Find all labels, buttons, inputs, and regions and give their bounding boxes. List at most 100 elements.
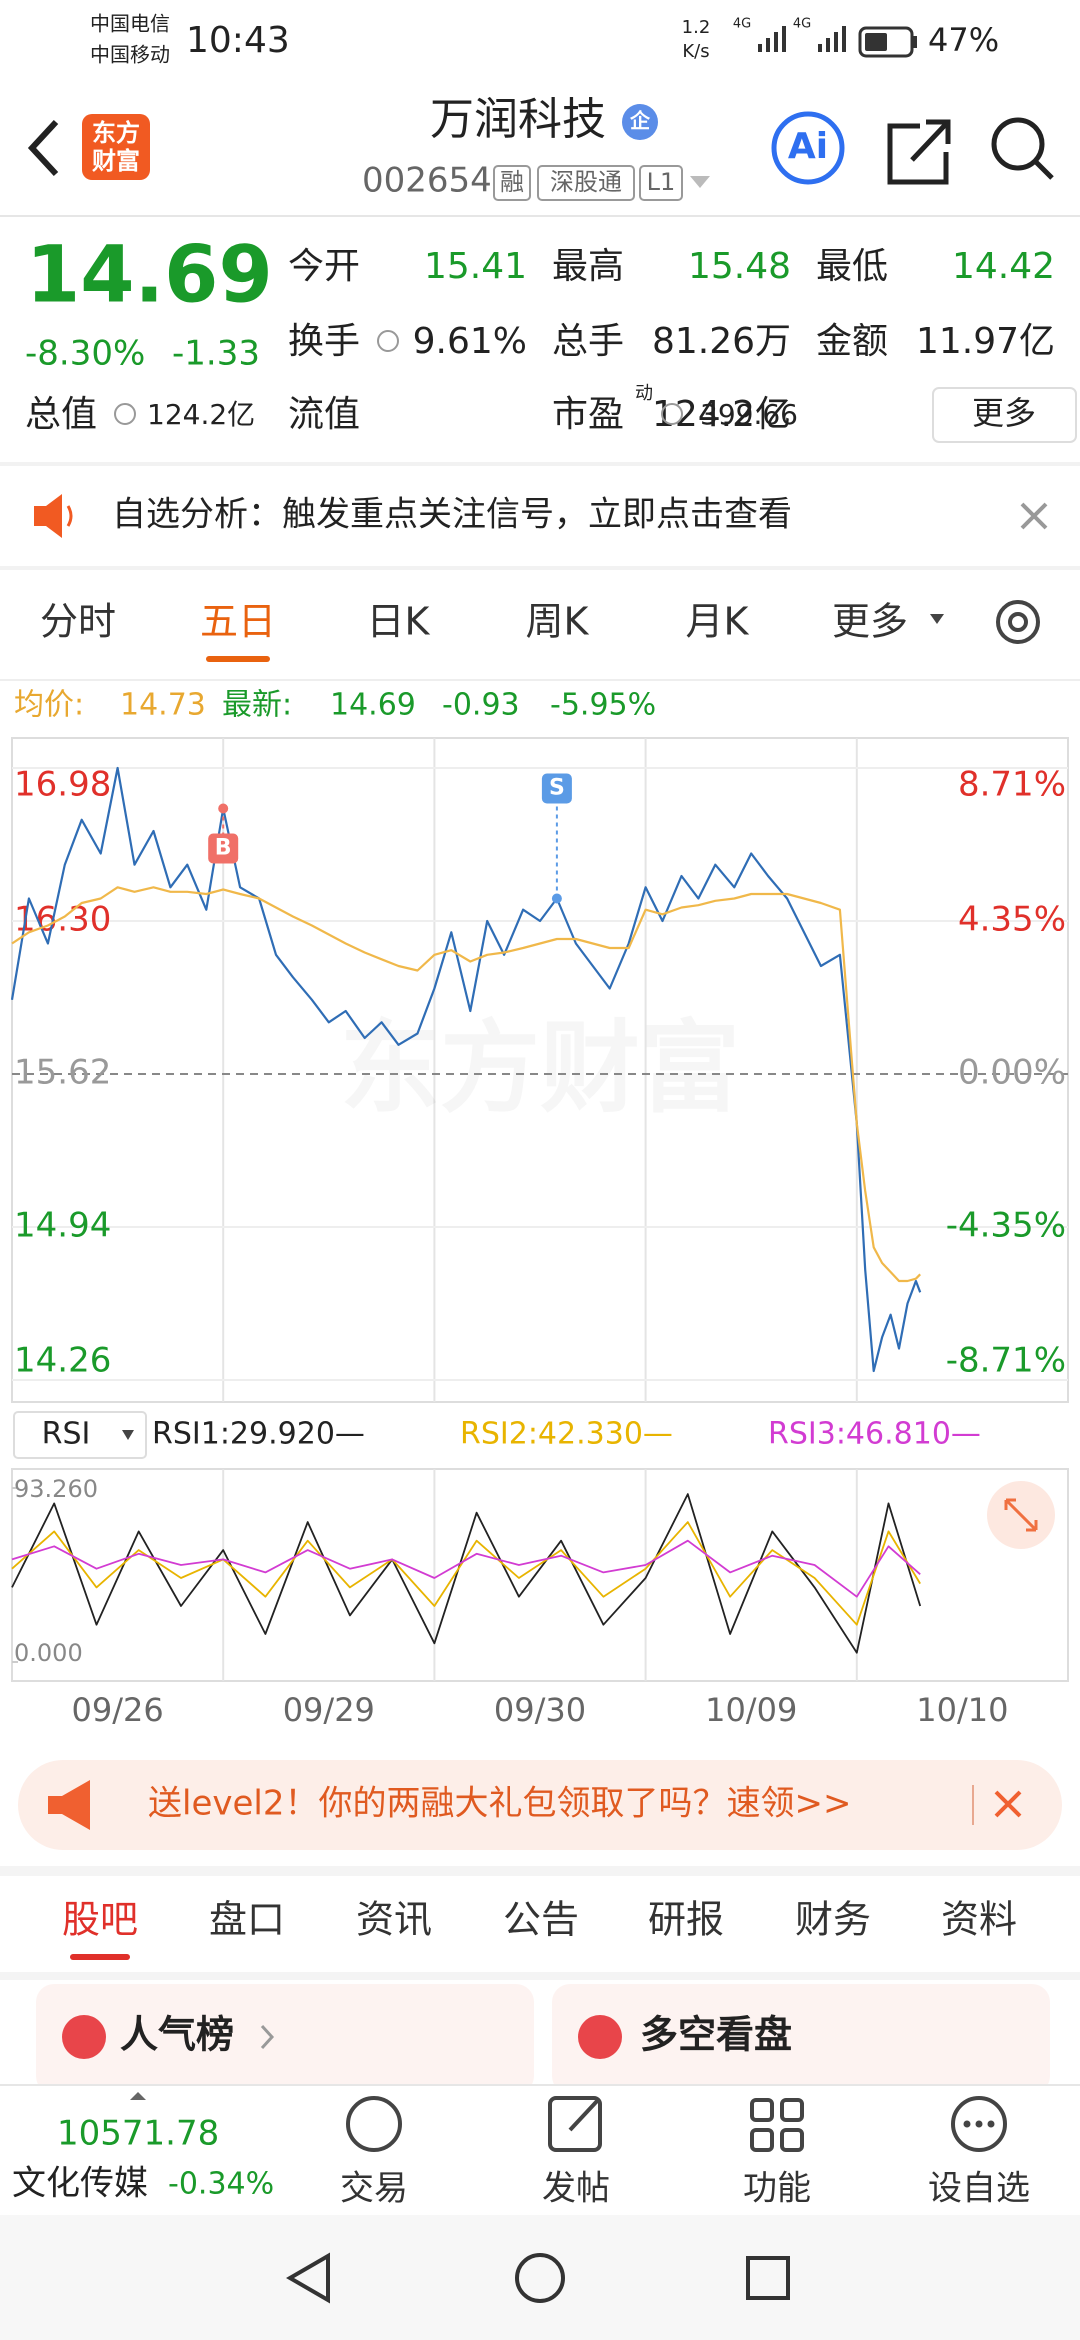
y-tick-label: 93.260 [14,1475,98,1503]
rsi-dropdown[interactable] [122,1430,134,1440]
home-key[interactable] [515,2253,565,2303]
nav-label[interactable]: 交易 [340,2169,408,2209]
section-tab[interactable]: 研报 [648,1898,724,1942]
rsi-selector[interactable] [13,1411,147,1459]
field-value: 399.66 [700,398,798,431]
y-tick-label: 15.62 [14,1053,111,1093]
back-button[interactable] [27,119,59,177]
latest-pct: -5.95% [550,688,656,723]
field-label: 市盈 [552,394,624,435]
marker-box [541,773,572,804]
chart-tab[interactable]: 周K [526,600,590,644]
badge-icon [622,104,658,140]
battery-icon [858,26,917,58]
section-tab[interactable]: 盘口 [209,1898,285,1942]
ai-button[interactable] [771,111,845,185]
info-icon [114,403,136,425]
section-tab[interactable]: 股吧 [62,1898,138,1942]
y-tick-label: 16.98 [14,765,111,805]
card-icon [578,2015,622,2059]
code-dropdown[interactable] [690,176,710,188]
legend-entry: RSI2:42.330— [460,1417,673,1452]
section-tab[interactable]: 公告 [503,1898,579,1942]
field-value: 9.61% [413,321,527,362]
section-tab[interactable]: 资讯 [356,1898,432,1942]
divider [0,462,1080,466]
search-button[interactable] [991,117,1054,180]
field-label: 总值 [25,394,97,435]
x-tick-label: 09/26 [71,1691,163,1729]
x-tick-label: 10/10 [916,1691,1008,1729]
avg-value: 14.73 [120,688,206,723]
app-logo [82,114,150,180]
chart-tab[interactable]: 日K [367,600,431,644]
field-value: 11.97亿 [916,321,1055,362]
logo-text: 东方 [92,119,140,147]
card[interactable] [36,1984,534,2094]
card-title: 人气榜 [120,2013,234,2057]
rsi-selector-label[interactable]: RSI [42,1417,91,1452]
expand-icon [1004,1498,1038,1532]
legend-entry: RSI1:29.920— [152,1417,365,1452]
nav-label[interactable]: 设自选 [928,2169,1030,2209]
bottom-nav [0,2085,1080,2215]
chart-tab[interactable]: 更多 [832,600,908,644]
nav-dots [963,2120,995,2128]
chart-tab[interactable]: 月K [686,600,750,644]
notice-text[interactable]: 自选分析：触发重点关注信号，立即点击查看 [112,495,792,535]
settings-button[interactable] [996,600,1040,644]
stock-name: 万润科技 [430,94,606,145]
y2-tick-label: -4.35% [946,1206,1066,1246]
close-notice[interactable] [1020,502,1048,530]
more-label[interactable]: 更多 [972,394,1036,432]
price: 14.69 [26,230,273,320]
info-icon [661,403,683,425]
tag-box [493,165,531,201]
field-value: 81.26万 [652,321,791,362]
chevron [260,2024,275,2050]
field-value: 14.42 [952,246,1055,287]
card[interactable] [552,1984,1050,2094]
marker-dot [218,803,229,814]
section-tab[interactable]: 财务 [795,1898,871,1942]
avg-label: 均价: [14,688,84,723]
nav-label[interactable]: 功能 [743,2169,811,2209]
network-type: 4G [793,17,811,32]
change: -1.33 [172,334,260,374]
stock-code: 002654 [362,161,492,201]
chart-tab[interactable]: 分时 [40,600,116,644]
series-line [11,1493,922,1654]
nav-label[interactable]: 发帖 [542,2169,610,2209]
close-ad[interactable] [994,1790,1022,1818]
trade-marker: S [549,776,565,801]
legend-entry: RSI3:46.810— [768,1417,981,1452]
card-icon [62,2015,106,2059]
y2-tick-label: 0.00% [958,1053,1066,1093]
more-button[interactable] [932,387,1077,443]
clock: 10:43 [186,20,290,61]
back-key[interactable] [286,2252,330,2304]
field-label: 流值 [288,394,360,435]
system-nav [0,2215,1080,2340]
more-dropdown[interactable] [930,614,944,624]
info-icon [377,330,399,352]
series-line [11,886,921,1283]
field-label: 换手 [288,321,360,362]
share-button[interactable] [887,119,951,185]
index-toggle[interactable] [130,2092,146,2100]
battery-level: 47% [928,21,999,59]
recents-key[interactable] [746,2256,790,2300]
field-label: 今开 [288,246,360,287]
ad-banner[interactable] [18,1760,1062,1850]
ai-label[interactable]: Ai [788,126,828,167]
chart-tab[interactable]: 五日 [200,600,276,644]
section-tab[interactable]: 资料 [941,1898,1017,1942]
trade-marker: B [215,836,232,861]
series-line [10,766,922,1373]
field-sup: 动 [635,383,653,404]
divider [0,566,1080,570]
y-tick-label: 14.26 [14,1341,111,1381]
ad-text[interactable]: 送level2！你的两融大礼包领取了吗？速领>> [148,1784,851,1824]
tag-box [639,165,683,201]
